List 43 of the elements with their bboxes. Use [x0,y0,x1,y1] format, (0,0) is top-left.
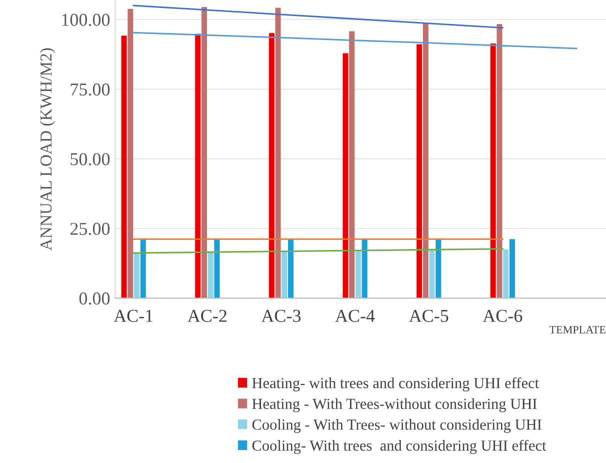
bar [128,8,134,298]
y-tick-label: 75.00 [70,83,110,96]
legend-label: Heating - With Trees-without considering UHI [252,398,537,412]
bar [342,53,348,298]
bar [214,239,220,298]
x-tick-label: AC-4 [335,310,375,322]
bar [140,239,146,298]
bar [490,43,496,298]
bar [268,33,274,298]
legend-label: Cooling - With Trees- without considering UHI [252,419,542,433]
x-tick-label: AC-5 [408,310,448,322]
bar [349,31,355,298]
bar [208,252,214,298]
bar [195,34,201,298]
bar [422,23,428,298]
x-tick-label: AC-6 [482,310,522,322]
y-tick-label: 25.00 [70,222,110,236]
bar [275,8,281,298]
line-series [132,4,504,29]
x-tick-label: AC-1 [114,310,153,322]
x-tick-label: AC-2 [188,310,226,322]
y-tick-label: 50.00 [70,153,110,166]
bar [355,250,361,298]
bar [201,6,207,298]
legend-label: Cooling- With trees and considering UHI effect [252,440,546,454]
x-axis-title: TEMPLATE [549,326,606,334]
line-series [132,32,578,50]
bar [134,252,140,298]
bar [509,239,515,298]
bar [362,239,368,298]
bar [496,24,502,298]
bar [429,250,435,298]
bar [121,36,127,298]
bar [503,249,509,298]
y-axis-title: ANNUAL LOAD (KWH/M2) [40,48,56,250]
x-tick-label: AC-3 [261,310,301,322]
y-tick-label: 0.00 [79,292,110,305]
y-tick-label: 100.00 [62,14,110,26]
bar [288,239,294,298]
legend-label: Heating- with trees and considering UHI effect [252,377,539,392]
bar [282,252,288,298]
bar [416,44,422,298]
bar [436,239,442,298]
